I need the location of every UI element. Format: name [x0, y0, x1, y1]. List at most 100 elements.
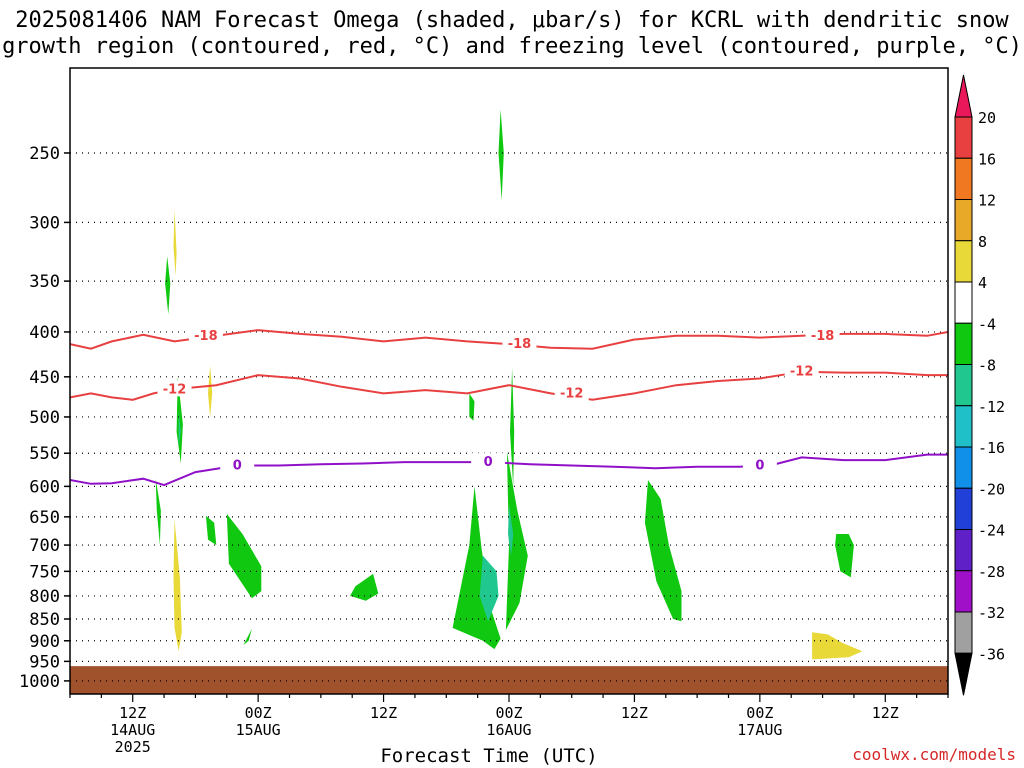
colorbar-swatch	[954, 405, 973, 448]
colorbar-swatch	[954, 364, 973, 407]
colorbar-swatch	[954, 116, 973, 159]
contour-label: -12	[560, 386, 584, 401]
colorbar-swatch	[954, 240, 973, 283]
contour-label: -18	[508, 337, 532, 352]
omega-region	[243, 628, 252, 645]
omega-region	[173, 519, 182, 652]
contour-label: 0	[233, 458, 242, 473]
y-tick-label: 800	[29, 587, 60, 607]
contour-label: -18	[811, 329, 835, 344]
contour-label: -12	[790, 365, 814, 380]
omega-region	[205, 515, 217, 546]
colorbar-label: -20	[978, 480, 1005, 498]
colorbar-label: 20	[978, 109, 996, 127]
ground-surface	[70, 666, 948, 694]
colorbar-label: -8	[978, 357, 996, 375]
omega-region	[208, 365, 213, 417]
omega-region	[226, 513, 262, 599]
omega-region	[469, 393, 475, 421]
colorbar-swatch	[954, 157, 973, 200]
contour-label: 0	[755, 458, 764, 473]
y-tick-label: 250	[29, 144, 60, 164]
omega-region	[176, 376, 183, 464]
omega-region	[644, 480, 682, 622]
y-tick-label: 1000	[19, 672, 60, 692]
colorbar-bottom-arrow	[954, 652, 973, 696]
x-tick-label: 12Z	[370, 704, 397, 722]
colorbar-swatch	[954, 446, 973, 489]
credit-link[interactable]: coolwx.com/models	[852, 745, 1016, 764]
colorbar-swatch	[954, 281, 973, 324]
y-tick-label: 350	[29, 272, 60, 292]
y-tick-label: 750	[29, 562, 60, 582]
omega-region	[452, 486, 501, 650]
x-tick-label: 14AUG	[110, 721, 155, 739]
colorbar-swatch	[954, 611, 973, 654]
colorbar-label: -12	[978, 398, 1005, 416]
colorbar-label: -24	[978, 522, 1005, 540]
y-tick-label: 300	[29, 213, 60, 233]
colorbar-label: 12	[978, 192, 996, 210]
y-tick-label: 650	[29, 508, 60, 528]
colorbar-label: -32	[978, 604, 1005, 622]
chart-title: 2025081406 NAM Forecast Omega (shaded, μ…	[2, 8, 1022, 59]
x-tick-label: 16AUG	[486, 721, 531, 739]
y-tick-label: 700	[29, 536, 60, 556]
colorbar-swatch	[954, 199, 973, 242]
omega-region	[155, 478, 161, 546]
x-tick-label: 00Z	[245, 704, 272, 722]
colorbar-swatch	[954, 322, 973, 365]
contour-label: -12	[163, 382, 187, 397]
y-tick-label: 450	[29, 368, 60, 388]
x-tick-label: 12Z	[119, 704, 146, 722]
omega-region	[505, 451, 528, 630]
omega-region	[479, 555, 499, 622]
x-tick-label: 17AUG	[737, 721, 782, 739]
y-tick-label: 600	[29, 477, 60, 497]
colorbar-swatch	[954, 529, 973, 572]
colorbar-top-arrow	[954, 74, 973, 118]
omega-region	[178, 409, 181, 447]
x-tick-label: 00Z	[746, 704, 773, 722]
colorbar-label: -36	[978, 645, 1005, 663]
omega-region	[173, 209, 177, 276]
colorbar-label: -4	[978, 315, 996, 333]
y-tick-label: 500	[29, 408, 60, 428]
omega-region	[165, 256, 171, 315]
x-tick-label: 15AUG	[236, 721, 281, 739]
contour-label-bg	[784, 362, 819, 379]
y-tick-label: 850	[29, 610, 60, 630]
omega-region	[498, 109, 504, 201]
colorbar-label: -16	[978, 439, 1005, 457]
x-tick-label: 00Z	[495, 704, 522, 722]
contour-label-bg	[471, 453, 506, 470]
colorbar-swatch	[954, 487, 973, 530]
contour-label-bg	[805, 326, 840, 343]
contour-label-bg	[742, 456, 777, 473]
y-tick-label: 550	[29, 444, 60, 464]
contour-label: 0	[484, 455, 493, 470]
contour-label-bg	[502, 335, 537, 352]
plot-area: -18 -18 -18 -12 -12 -12 0 0 0	[70, 109, 948, 694]
x-tick-label: 2025	[115, 738, 151, 756]
omega-region	[812, 632, 863, 660]
colorbar-label: 16	[978, 150, 996, 168]
contour-label-bg	[554, 384, 589, 401]
omega-region	[350, 573, 379, 601]
contour-label-bg	[157, 380, 192, 397]
omega-region	[508, 504, 514, 556]
x-axis-label: Forecast Time (UTC)	[380, 745, 597, 767]
x-tick-label: 12Z	[872, 704, 899, 722]
colorbar-label: -28	[978, 563, 1005, 581]
y-tick-label: 950	[29, 652, 60, 672]
omega-region	[510, 368, 515, 487]
contour-label: -18	[194, 329, 218, 344]
colorbar-swatch	[954, 570, 973, 613]
colorbar-label: 4	[978, 274, 987, 292]
contour-label-bg	[188, 326, 223, 343]
omega-region	[835, 534, 854, 578]
x-tick-label: 12Z	[621, 704, 648, 722]
contour-label-bg	[220, 456, 255, 473]
y-tick-label: 400	[29, 323, 60, 343]
